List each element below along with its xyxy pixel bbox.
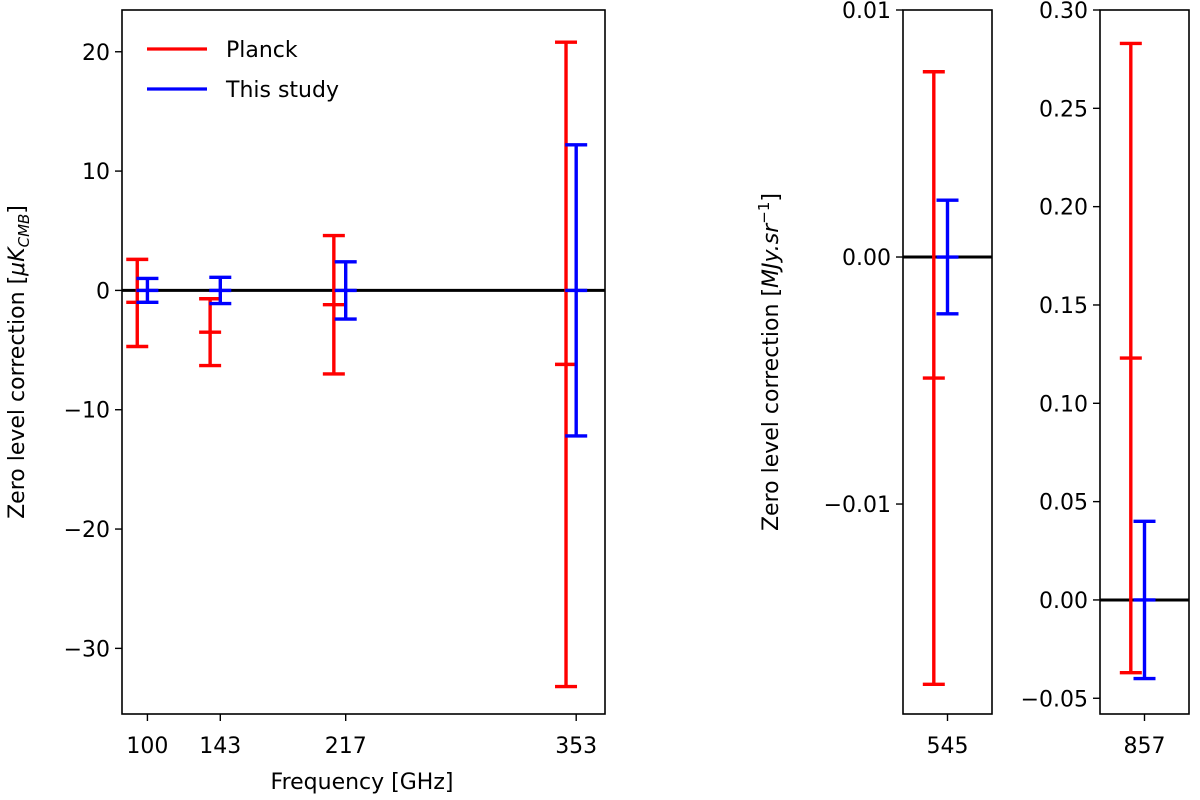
x-tick-label: 545 bbox=[927, 734, 969, 759]
legend-label-this-study: This study bbox=[225, 78, 339, 103]
y-axis-label-middle-superscript: −1 bbox=[755, 202, 773, 224]
errorbar-planck-1 bbox=[199, 297, 222, 368]
y-axis-label-middle: Zero level correction [MJy.sr−1] bbox=[755, 193, 784, 531]
errorbar-planck-0 bbox=[1119, 41, 1142, 675]
panel-left-marks bbox=[122, 40, 605, 689]
panel-middle-frame bbox=[902, 9, 993, 715]
y-axis-label-middle-end: ] bbox=[759, 193, 784, 202]
y-axis-label-left-subscript: CMB bbox=[15, 214, 33, 248]
errorbar-this-study-0 bbox=[136, 276, 159, 305]
errorbar-planck-0 bbox=[922, 70, 945, 687]
panel-middle-axes: 0.01 0.00 −0.01 545 bbox=[824, 0, 969, 759]
y-axis-label-middle-text: Zero level correction [ bbox=[759, 288, 784, 531]
y-tick-label: 20 bbox=[82, 41, 110, 66]
x-tick-label: 217 bbox=[325, 734, 367, 759]
panel-left-frame bbox=[121, 9, 606, 715]
errorbar-this-study-1 bbox=[209, 275, 232, 306]
x-tick-label: 143 bbox=[199, 734, 241, 759]
y-tick-label: −20 bbox=[64, 518, 110, 543]
y-tick-label: 0.00 bbox=[1039, 589, 1088, 614]
y-tick-label: −30 bbox=[64, 637, 110, 662]
y-tick-label: 0.00 bbox=[842, 246, 891, 271]
panel-right-marks bbox=[1100, 41, 1189, 681]
y-tick-label: 0.25 bbox=[1039, 97, 1088, 122]
legend-label-planck: Planck bbox=[226, 38, 298, 63]
y-tick-label: 10 bbox=[82, 160, 110, 185]
errorbar-planck-2 bbox=[322, 233, 345, 376]
x-axis-label: Frequency [GHz] bbox=[271, 770, 454, 795]
y-axis-label-middle-unit: MJy.sr bbox=[759, 222, 784, 288]
y-tick-label: 0 bbox=[96, 279, 110, 304]
errorbar-this-study-0 bbox=[1133, 519, 1156, 681]
y-axis-label-left: Zero level correction [μKCMB] bbox=[5, 205, 33, 519]
y-tick-label: 0.30 bbox=[1039, 0, 1088, 24]
x-tick-label: 100 bbox=[126, 734, 168, 759]
y-axis-label-left-end: ] bbox=[5, 205, 30, 214]
errorbar-this-study-0 bbox=[936, 198, 959, 316]
x-tick-label: 857 bbox=[1124, 734, 1166, 759]
legend: Planck This study bbox=[147, 38, 339, 103]
y-tick-label: −0.05 bbox=[1021, 687, 1088, 712]
x-tick-label: 353 bbox=[555, 734, 597, 759]
y-tick-label: 0.05 bbox=[1039, 491, 1088, 516]
y-tick-label: 0.20 bbox=[1039, 196, 1088, 221]
panel-middle-marks bbox=[903, 70, 992, 687]
y-tick-label: 0.01 bbox=[842, 0, 891, 24]
y-tick-label: −10 bbox=[64, 399, 110, 424]
y-axis-label-left-text: Zero level correction [ bbox=[5, 276, 30, 519]
panel-right-axes: 0.30 0.25 0.20 0.15 0.10 0.05 0.00 −0.05 857 bbox=[1021, 0, 1166, 759]
y-tick-label: −0.01 bbox=[824, 493, 891, 518]
y-tick-label: 0.10 bbox=[1039, 392, 1088, 417]
errorbar-this-study-3 bbox=[565, 143, 588, 438]
panel-middle: 0.01 0.00 −0.01 545 Zero level correction [… bbox=[755, 0, 993, 759]
errorbar-this-study-2 bbox=[334, 260, 357, 321]
errorbar-planck-3 bbox=[555, 40, 578, 689]
y-axis-label-left-unit: μK bbox=[5, 246, 30, 277]
y-tick-label: 0.15 bbox=[1039, 294, 1088, 319]
panel-right: 0.30 0.25 0.20 0.15 0.10 0.05 0.00 −0.05 857 bbox=[1021, 0, 1190, 759]
